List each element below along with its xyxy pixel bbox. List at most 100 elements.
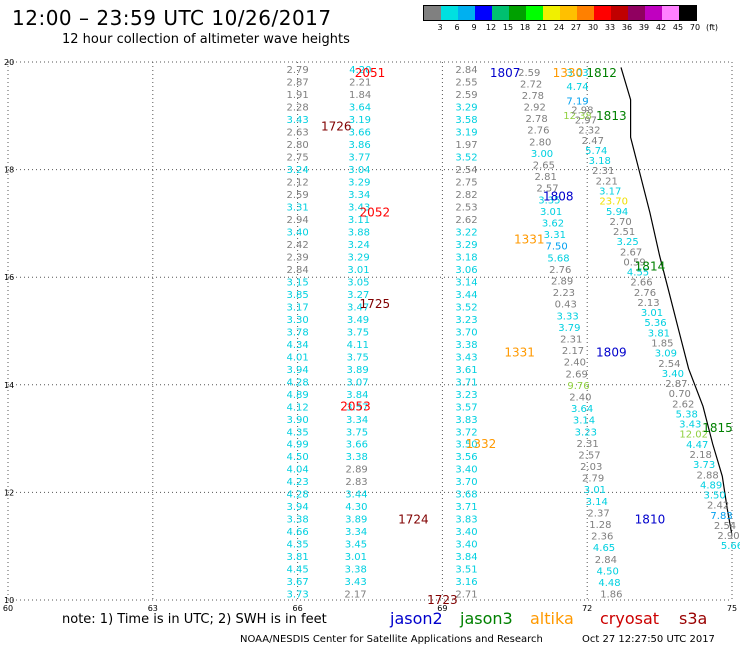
observation-value: 12.02: [679, 430, 708, 441]
observation-value: 2.42: [707, 501, 729, 512]
observation-value: 4.47: [686, 440, 708, 451]
scale-label: 21: [536, 23, 548, 32]
coastline: [620, 67, 733, 536]
observation-value: 3.06: [455, 265, 477, 276]
observation-value: 2.59: [455, 90, 477, 101]
x-tick-label: 60: [3, 604, 13, 613]
observation-value: 1.28: [589, 520, 611, 531]
scale-label: 36: [621, 23, 633, 32]
observation-value: 2.37: [587, 508, 609, 519]
scale-swatch: [594, 6, 611, 20]
observation-value: 2.21: [596, 176, 618, 187]
observation-value: 12.38: [563, 111, 592, 122]
observation-value: 2.62: [455, 215, 477, 226]
observation-value: 2.80: [529, 137, 551, 148]
scale-label: 3: [437, 23, 443, 32]
observation-value: 3.31: [286, 202, 308, 213]
observation-value: 3.01: [345, 552, 367, 563]
observation-value: 3.88: [348, 227, 370, 238]
observation-value: 3.57: [455, 402, 477, 413]
observation-value: 3.14: [455, 277, 477, 288]
scale-swatch: [543, 6, 560, 20]
observation-value: 2.90: [717, 531, 739, 542]
track-id-label: 1726: [321, 120, 352, 134]
observation-value: 2.84: [286, 265, 308, 276]
observation-value: 2.65: [533, 161, 555, 172]
observation-value: 3.75: [347, 327, 369, 338]
observation-value: 3.30: [286, 315, 308, 326]
observation-value: 4.01: [286, 352, 308, 363]
observation-value: 3.19: [349, 115, 371, 126]
observation-value: 3.17: [599, 186, 621, 197]
legend-item-cryosat: cryosat: [600, 609, 660, 628]
observation-value: 3.19: [455, 128, 477, 139]
observation-value: 2.42: [286, 240, 308, 251]
observation-value: 3.78: [286, 327, 308, 338]
scale-swatch: [645, 6, 662, 20]
track-id-label: 2052: [360, 206, 391, 220]
observation-value: 5.38: [676, 409, 698, 420]
observation-value: 3.34: [345, 527, 367, 538]
track-id-label: 1809: [596, 346, 627, 360]
observation-value: 2.40: [569, 392, 591, 403]
scale-swatch: [662, 6, 679, 20]
observation-value: 2.82: [455, 190, 477, 201]
observation-value: 2.31: [592, 166, 614, 177]
y-tick-label: 18: [4, 166, 14, 175]
observation-value: 1.85: [651, 339, 673, 350]
observation-value: 3.34: [348, 190, 370, 201]
observation-value: 3.31: [544, 230, 566, 241]
y-tick-label: 14: [4, 381, 14, 390]
observation-value: 5.68: [547, 253, 569, 264]
scale-swatch: [509, 6, 526, 20]
observation-value: 2.32: [578, 126, 600, 137]
observation-value: 3.50: [455, 440, 477, 451]
legend-item-jason2: jason2: [390, 609, 443, 628]
scale-swatch: [441, 6, 458, 20]
track-id-label: 1812: [586, 66, 617, 80]
observation-value: 3.43: [455, 352, 477, 363]
legend-item-s3a: s3a: [679, 609, 708, 628]
observation-value: 2.79: [582, 474, 604, 485]
track-id-label: 2051: [355, 66, 386, 80]
observation-value: 3.09: [655, 349, 677, 360]
observation-value: 3.75: [346, 427, 368, 438]
track-id-label: 1332: [466, 437, 497, 451]
page-subtitle: 12 hour collection of altimeter wave hei…: [62, 32, 350, 47]
observation-value: 2.92: [524, 103, 546, 114]
observation-value: 2.97: [575, 116, 597, 127]
observation-value: 3.15: [286, 277, 308, 288]
observation-value: 4.55: [627, 268, 649, 279]
observation-value: 2.13: [637, 298, 659, 309]
observation-value: 0.59: [623, 257, 645, 268]
observation-value: 3.29: [348, 177, 370, 188]
observation-value: 3.38: [346, 452, 368, 463]
observation-value: 3.04: [348, 165, 370, 176]
y-tick-label: 12: [4, 488, 14, 497]
y-tick-label: 16: [4, 273, 14, 282]
credit-line: NOAA/NESDIS Center for Satellite Applica…: [240, 634, 543, 645]
observation-value: 3.23: [575, 427, 597, 438]
observation-value: 4.30: [345, 502, 367, 513]
observation-value: 3.34: [346, 415, 368, 426]
observation-value: 3.29: [347, 252, 369, 263]
observation-value: 2.89: [551, 277, 573, 288]
observation-value: 4.35: [286, 427, 308, 438]
observation-value: 3.75: [347, 352, 369, 363]
observation-value: 3.14: [573, 416, 595, 427]
observation-value: 9.76: [567, 381, 589, 392]
observation-value: 3.40: [455, 527, 477, 538]
observation-value: 2.76: [549, 265, 571, 276]
observation-value: 3.57: [346, 402, 368, 413]
observation-value: 5.94: [606, 207, 628, 218]
observation-value: 5.36: [644, 318, 666, 329]
observation-value: 2.23: [553, 288, 575, 299]
observation-value: 3.71: [455, 377, 477, 388]
scale-label: 39: [638, 23, 650, 32]
observation-value: 3.89: [346, 365, 368, 376]
observation-value: 3.85: [286, 290, 308, 301]
scale-label: 24: [553, 23, 565, 32]
observation-value: 3.72: [455, 427, 477, 438]
observation-value: 2.84: [595, 555, 617, 566]
